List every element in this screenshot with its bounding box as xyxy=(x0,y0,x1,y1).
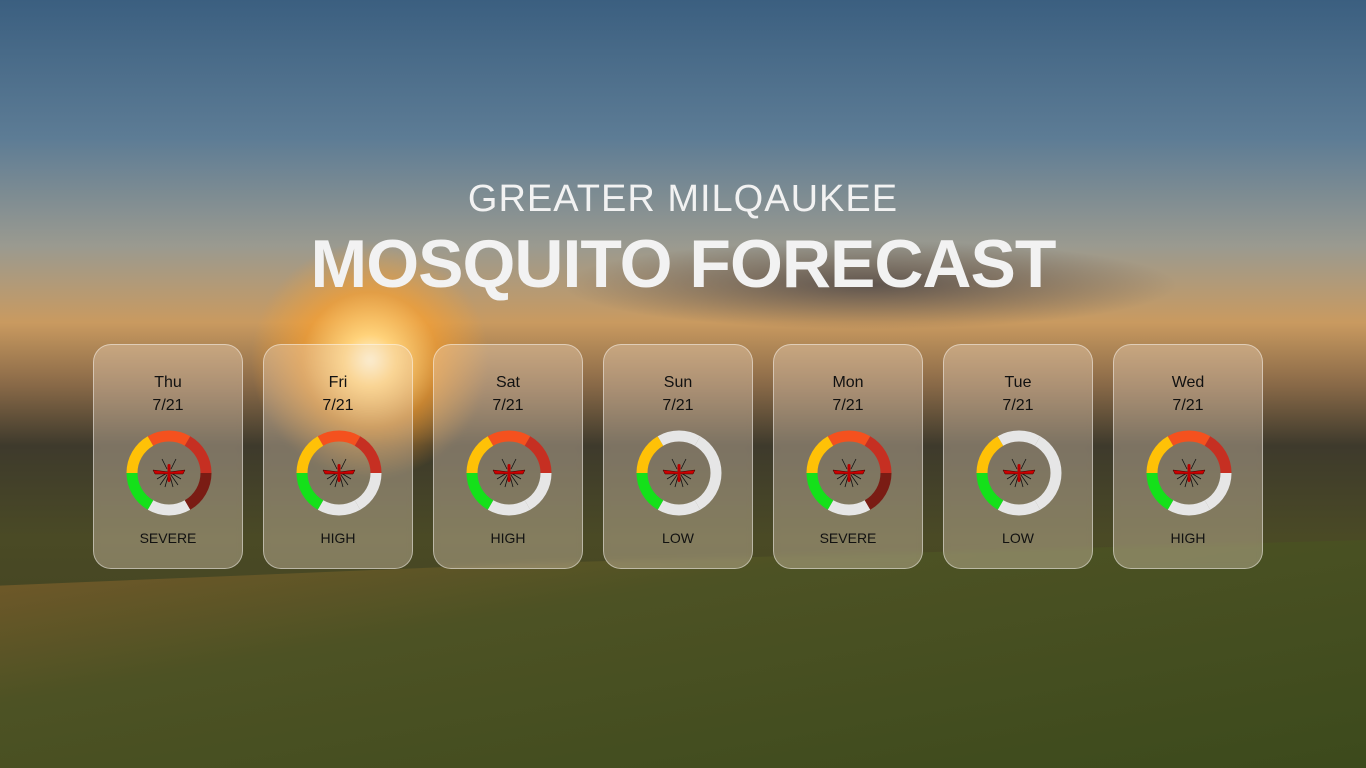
gauge-segment xyxy=(126,472,154,510)
subtitle: GREATER MILQAUKEE xyxy=(467,178,899,220)
gauge-base-segment xyxy=(827,500,871,516)
gauge-segment xyxy=(864,472,892,510)
gauge-segment xyxy=(1146,436,1174,474)
gauge-segment xyxy=(126,436,154,474)
risk-level: SEVERE xyxy=(819,530,877,546)
date-label: 7/21 xyxy=(492,397,524,414)
day-label: Tue xyxy=(1004,374,1032,391)
forecast-card: Mon 7/21 SEVERE xyxy=(773,344,923,569)
gauge-segment xyxy=(694,472,722,510)
day-label: Sun xyxy=(663,374,693,391)
risk-level: HIGH xyxy=(320,530,356,546)
forecast-card: Tue 7/21 LOW xyxy=(943,344,1093,569)
mosquito-icon xyxy=(152,458,186,488)
gauge-segment xyxy=(827,430,871,446)
gauge-segment xyxy=(524,472,552,510)
risk-level: HIGH xyxy=(490,530,526,546)
gauge-segment xyxy=(184,436,212,474)
gauge-base-segment xyxy=(317,500,361,516)
gauge-segment xyxy=(1034,436,1062,474)
gauge-segment xyxy=(976,436,1004,474)
gauge-base-segment xyxy=(487,500,531,516)
gauge-segment xyxy=(466,436,494,474)
date-label: 7/21 xyxy=(832,397,864,414)
gauge-base-segment xyxy=(1167,500,1211,516)
day-label: Wed xyxy=(1171,374,1205,391)
gauge-base-segment xyxy=(997,500,1041,516)
gauge-segment xyxy=(694,436,722,474)
hill-background xyxy=(0,540,1366,768)
gauge-segment xyxy=(864,436,892,474)
gauge-segment xyxy=(296,436,324,474)
risk-gauge xyxy=(636,430,722,516)
mosquito-icon xyxy=(662,458,696,488)
gauge-segment xyxy=(1167,430,1211,446)
day-label: Sat xyxy=(495,374,520,391)
risk-gauge xyxy=(806,430,892,516)
gauge-segment xyxy=(806,472,834,510)
gauge-segment xyxy=(524,436,552,474)
forecast-card: Sat 7/21 HIGH xyxy=(433,344,583,569)
date-label: 7/21 xyxy=(322,397,354,414)
date-label: 7/21 xyxy=(152,397,184,414)
page-title: MOSQUITO FORECAST xyxy=(310,226,1057,302)
date-label: 7/21 xyxy=(1172,397,1204,414)
day-label: Fri xyxy=(328,374,348,391)
risk-gauge xyxy=(1146,430,1232,516)
gauge-segment xyxy=(1034,472,1062,510)
gauge-segment xyxy=(976,472,1004,510)
gauge-segment xyxy=(806,436,834,474)
mosquito-icon xyxy=(322,458,356,488)
forecast-card: Sun 7/21 LOW xyxy=(603,344,753,569)
gauge-base-segment xyxy=(657,500,701,516)
forecast-card: Thu 7/21 SEVERE xyxy=(93,344,243,569)
gauge-segment xyxy=(1146,472,1174,510)
gauge-segment xyxy=(147,430,191,446)
forecast-card: Fri 7/21 HIGH xyxy=(263,344,413,569)
risk-gauge xyxy=(296,430,382,516)
risk-gauge xyxy=(976,430,1062,516)
gauge-segment xyxy=(636,436,664,474)
gauge-segment xyxy=(354,436,382,474)
gauge-segment xyxy=(317,430,361,446)
risk-level: LOW xyxy=(662,530,694,546)
gauge-segment xyxy=(466,472,494,510)
forecast-cards: for(let i=0;i<7;i++){document.write(`<di… xyxy=(93,344,1263,569)
gauge-segment xyxy=(1204,472,1232,510)
gauge-segment xyxy=(1204,436,1232,474)
gauge-segment xyxy=(657,430,701,446)
gauge-segment xyxy=(487,430,531,446)
gauge-segment xyxy=(997,430,1041,446)
risk-gauge xyxy=(126,430,212,516)
mosquito-icon xyxy=(492,458,526,488)
gauge-base-segment xyxy=(147,500,191,516)
cloud-background xyxy=(560,240,1180,330)
day-label: Thu xyxy=(154,374,182,391)
gauge-segment xyxy=(296,472,324,510)
forecast-card: Wed 7/21 HIGH xyxy=(1113,344,1263,569)
gauge-segment xyxy=(184,472,212,510)
risk-level: HIGH xyxy=(1170,530,1206,546)
risk-gauge xyxy=(466,430,552,516)
day-label: Mon xyxy=(832,374,864,391)
header: GREATER MILQAUKEE MOSQUITO FORECAST xyxy=(0,178,1366,303)
date-label: 7/21 xyxy=(662,397,694,414)
date-label: 7/21 xyxy=(1002,397,1034,414)
gauge-segment xyxy=(636,472,664,510)
mosquito-icon xyxy=(1172,458,1206,488)
mosquito-icon xyxy=(1002,458,1036,488)
risk-level: SEVERE xyxy=(139,530,197,546)
gauge-segment xyxy=(354,472,382,510)
risk-level: LOW xyxy=(1002,530,1034,546)
mosquito-icon xyxy=(832,458,866,488)
